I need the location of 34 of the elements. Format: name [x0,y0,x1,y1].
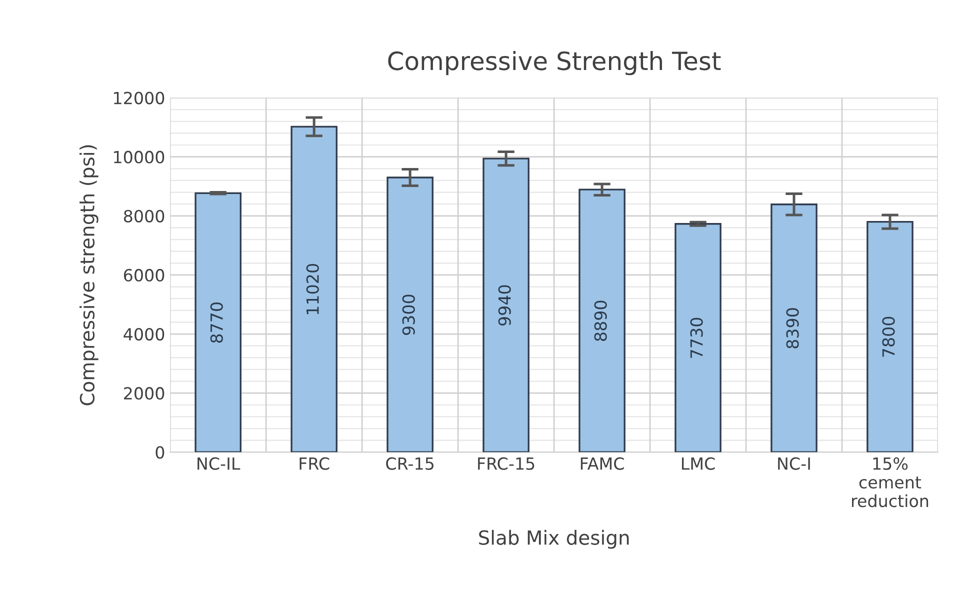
data-label: 11020 [306,264,319,314]
data-label: 8770 [210,302,223,343]
x-tick-label: FRC-15 [478,457,534,470]
y-tick-label: 12000 [114,92,164,104]
data-label: 7730 [690,318,703,358]
x-tick-label: LMC [682,457,715,470]
x-tick-label: CR-15 [386,457,434,470]
y-tick-label: 0 [156,446,164,459]
data-label: 9300 [402,294,415,335]
bar [674,223,722,452]
chart-title: Compressive Strength Test [388,50,721,76]
bar [482,158,530,452]
data-label: 8390 [786,308,799,348]
y-tick-label: 2000 [124,387,164,400]
x-tick-label: 15% cement reduction [852,457,928,508]
bar [194,192,242,452]
x-axis-title: Slab Mix design [479,530,629,549]
x-tick-label: FRC [300,457,330,470]
y-axis-title: Compressive strength (psi) [80,145,98,406]
data-label: 8890 [594,300,607,341]
data-label: 9940 [498,285,511,326]
bar [770,204,818,452]
x-tick-label: NC-IL [198,457,240,470]
data-label: 7800 [882,316,895,357]
bar [386,176,434,452]
x-tick-label: NC-I [778,457,810,470]
y-tick-label: 10000 [114,150,164,164]
x-tick-label: FAMC [580,457,624,470]
bar [290,126,338,452]
bar [578,188,626,452]
y-tick-label: 6000 [124,268,164,282]
y-tick-label: 4000 [124,328,164,341]
bar [866,220,914,452]
y-tick-label: 8000 [124,210,164,222]
